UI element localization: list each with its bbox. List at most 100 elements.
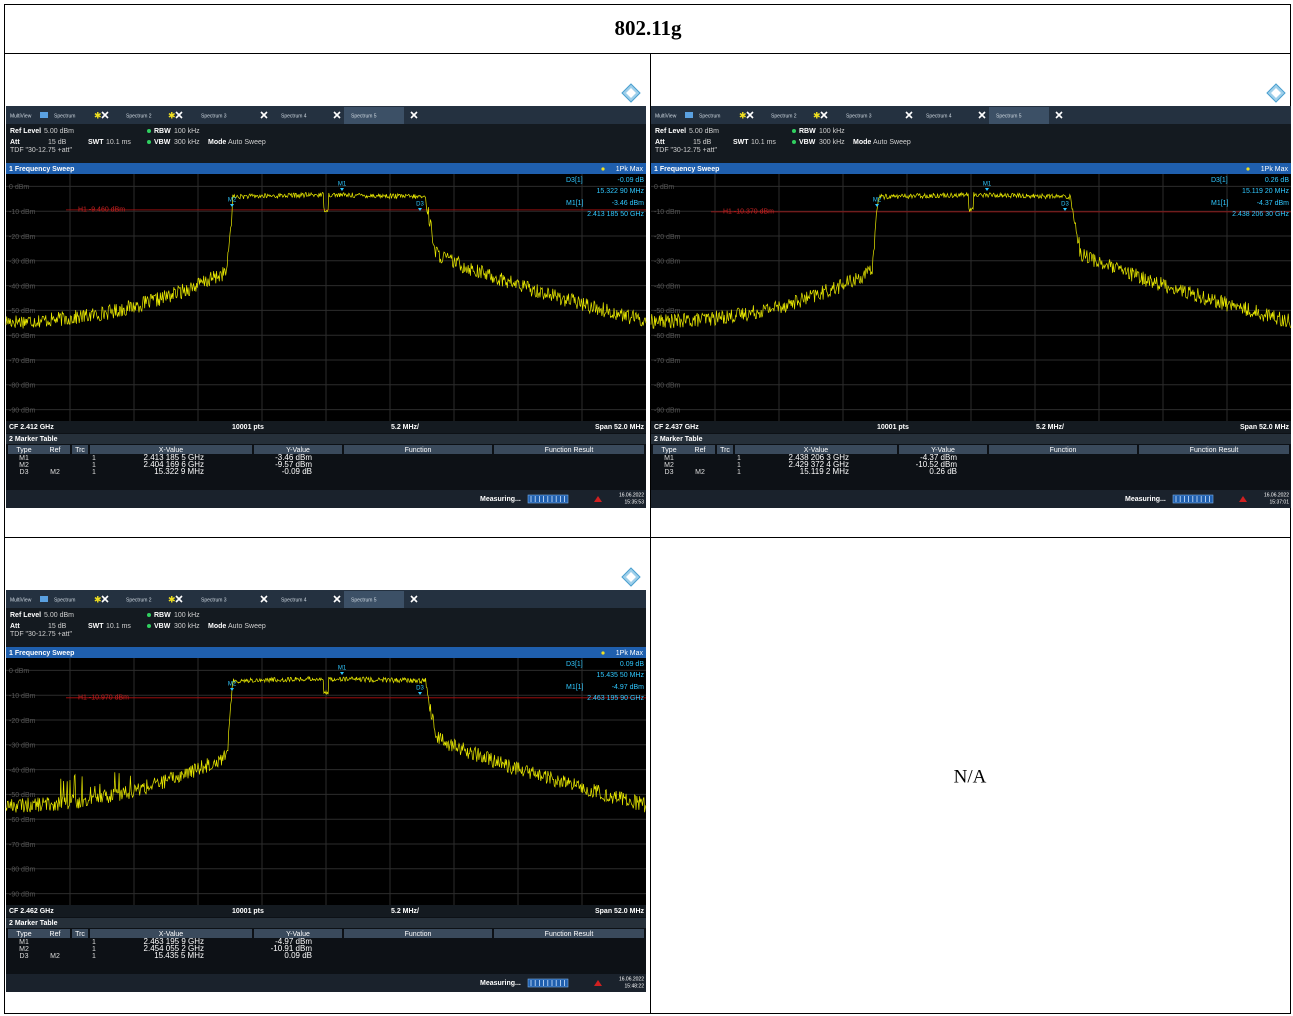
table-header-cell <box>344 929 492 938</box>
alert-icon <box>594 496 602 502</box>
table-header: Type <box>661 447 676 454</box>
trace-dot <box>1246 167 1250 171</box>
tab-label: Spectrum 4 <box>281 113 307 119</box>
points: 10001 pts <box>232 908 264 915</box>
table-header: Y-Value <box>286 931 310 938</box>
trace <box>5 675 647 813</box>
readout-value: 15.322 90 MHz <box>597 188 645 195</box>
tab-star-icon: ✱ <box>94 110 102 120</box>
tab-close-icon <box>410 595 418 603</box>
date: 16.06.2022 <box>619 976 644 982</box>
y-axis-label: -30 dBm <box>9 743 36 750</box>
setting-text: VBW <box>154 139 171 146</box>
y-axis-label: -60 dBm <box>9 817 36 824</box>
setting-text: TDF "30-12.75 +att" <box>10 147 72 154</box>
setting-text: 10.1 ms <box>106 139 131 146</box>
setting-text: 5.00 dBm <box>44 612 74 619</box>
center-frequency: CF 2.462 GHz <box>9 908 54 915</box>
setting-text: RBW <box>154 128 171 135</box>
analyzer-screenshot: MultiView Spectrum Spectrum 2 Spectrum 3 Spe… <box>5 106 647 508</box>
tab-label: Spectrum <box>54 597 75 603</box>
y-axis-label: -80 dBm <box>9 867 36 874</box>
y-axis-label: -60 dBm <box>654 333 681 340</box>
setting-text: Mode <box>853 139 871 146</box>
y-axis-label: -50 dBm <box>9 308 36 315</box>
tab-close-icon <box>101 111 109 119</box>
marker-label: M1 <box>338 666 347 672</box>
readout-value: -0.09 dB <box>618 177 645 184</box>
table-header-cell <box>254 929 342 938</box>
y-axis-label: -20 dBm <box>9 718 36 725</box>
trace-mode: 1Pk Max <box>1261 166 1289 173</box>
table-header-cell <box>899 445 987 454</box>
tab-bar <box>6 590 646 608</box>
table-cell: 0.26 dB <box>929 467 957 476</box>
marker-label: M1 <box>338 182 347 188</box>
points: 10001 pts <box>877 424 909 431</box>
setting-text: SWT <box>733 139 749 146</box>
setting-text: Ref Level <box>10 128 41 135</box>
tab-label: MultiView <box>10 113 32 119</box>
readout-label: M1[1] <box>566 684 584 691</box>
y-axis-label: -40 dBm <box>9 767 36 774</box>
y-axis-label: -20 dBm <box>654 234 681 241</box>
tab-close-icon <box>101 595 109 603</box>
table-title: 802.11g <box>614 16 682 40</box>
marker-table-title-bar <box>6 434 646 444</box>
table-cell: 15.322 9 MHz <box>154 467 204 476</box>
date: 16.06.2022 <box>619 492 644 498</box>
setting-text: Auto Sweep <box>228 139 266 146</box>
setting-text: Ref Level <box>655 128 686 135</box>
table-header-cell <box>40 445 70 454</box>
table-cell: D3 <box>665 469 674 476</box>
setting-text: 10.1 ms <box>751 139 776 146</box>
table-header: Trc <box>720 447 730 454</box>
tab-label: Spectrum <box>699 113 720 119</box>
setting-text: Auto Sweep <box>228 623 266 630</box>
table-cell: M1 <box>19 455 29 462</box>
marker-pointer <box>340 188 344 191</box>
marker-label: M2 <box>228 198 237 204</box>
table-header: Trc <box>75 931 85 938</box>
setting-text: 300 kHz <box>174 623 200 630</box>
table-cell: M2 <box>50 953 60 960</box>
info-area <box>651 124 1291 163</box>
tab-label: Spectrum <box>54 113 75 119</box>
table-cell: 2.404 169 6 GHz <box>144 460 204 469</box>
marker-pointer <box>875 204 879 207</box>
tab-label: MultiView <box>10 597 32 603</box>
table-header: Y-Value <box>931 447 955 454</box>
setting-text: RBW <box>154 612 171 619</box>
status-text: Measuring... <box>1125 496 1166 503</box>
tab-star-icon: ✱ <box>813 110 821 120</box>
y-axis-label: -30 dBm <box>654 259 681 266</box>
setting-text: 10.1 ms <box>106 623 131 630</box>
setting-text: 5.00 dBm <box>44 128 74 135</box>
h1-label: H1 -10.970 dBm <box>78 695 129 702</box>
table-header-cell <box>989 445 1137 454</box>
marker-label: D3 <box>1061 202 1069 208</box>
tab-label: MultiView <box>655 113 677 119</box>
alert-icon <box>594 980 602 986</box>
setting-text: 100 kHz <box>819 128 845 135</box>
window-title-bar <box>6 163 646 174</box>
tab-close-icon <box>905 111 913 119</box>
status-dot <box>147 613 151 617</box>
tab-label: Spectrum 2 <box>126 597 152 603</box>
setting-text: 100 kHz <box>174 612 200 619</box>
table-cell: 15.435 5 MHz <box>154 951 204 960</box>
table-cell: 1 <box>92 455 96 462</box>
status-dot <box>147 624 151 628</box>
marker-label: D3 <box>416 686 424 692</box>
center-frequency: CF 2.437 GHz <box>654 424 699 431</box>
table-header: Function <box>1050 447 1077 454</box>
table-header: Y-Value <box>286 447 310 454</box>
tab-bar <box>651 106 1291 124</box>
tab-label: Spectrum 5 <box>351 113 377 119</box>
trace <box>5 191 647 329</box>
span: Span 52.0 MHz <box>595 424 645 431</box>
table-header-cell <box>40 929 70 938</box>
window-title: 1 Frequency Sweep <box>9 650 74 657</box>
marker-pointer <box>230 688 234 691</box>
table-header-cell <box>72 929 88 938</box>
